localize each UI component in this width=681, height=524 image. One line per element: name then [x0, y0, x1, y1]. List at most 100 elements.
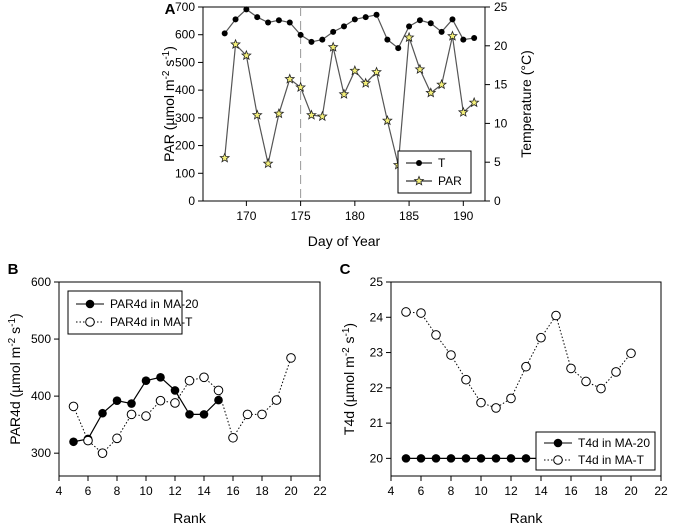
data-point [262, 157, 274, 169]
x-tick-label: 10 [474, 484, 488, 498]
data-point [461, 454, 471, 463]
data-point [566, 363, 576, 374]
series-line-1 [405, 311, 632, 409]
data-point [427, 20, 434, 27]
data-point [360, 77, 372, 88]
data-point [406, 23, 413, 30]
data-point [242, 409, 253, 420]
x-tick-label: 4 [56, 484, 63, 498]
data-point [551, 310, 561, 321]
data-point [141, 376, 151, 386]
data-point [468, 96, 480, 108]
data-point [199, 410, 209, 419]
data-point [184, 375, 195, 386]
data-point [521, 361, 531, 372]
data-point [284, 73, 296, 84]
y2-tick-label: 0 [494, 194, 501, 208]
y-tick-label: 400 [175, 83, 195, 97]
data-point [416, 454, 426, 463]
data-point [240, 49, 252, 61]
data-point [214, 395, 223, 405]
x-tick-label: 20 [624, 484, 638, 498]
data-point [316, 110, 328, 122]
data-point [471, 35, 478, 42]
y-tick-label: 700 [175, 0, 195, 14]
x-tick-label: 20 [284, 484, 298, 498]
y2-tick-label: 10 [494, 116, 508, 130]
legend-box [67, 290, 183, 335]
data-point [447, 30, 458, 41]
data-point [185, 410, 194, 419]
data-point [384, 36, 391, 43]
data-point [476, 454, 486, 463]
data-point [431, 330, 441, 340]
legend-marker [85, 317, 95, 327]
x-tick-label: 185 [399, 209, 419, 223]
data-point [373, 11, 380, 18]
x-tick-label: 18 [255, 484, 269, 498]
y-tick-label: 20 [370, 451, 384, 465]
y-tick-label: 600 [31, 275, 51, 289]
data-point [436, 78, 448, 90]
legend-marker [413, 175, 425, 186]
data-point [126, 409, 137, 420]
x-tick-label: 175 [291, 209, 311, 223]
data-point [275, 17, 282, 24]
x-tick-label: 16 [226, 484, 240, 498]
x-tick-label: 22 [654, 484, 668, 498]
data-point [491, 403, 501, 413]
data-point [395, 45, 402, 52]
panel-letter: B [8, 261, 19, 278]
y2-tick-label: 20 [494, 39, 508, 53]
y-tick-label: 400 [31, 389, 51, 403]
x-tick-label: 190 [453, 209, 473, 223]
series-line-1 [73, 357, 292, 454]
series-line-1 [224, 35, 475, 166]
y-tick-label: 23 [370, 346, 384, 360]
data-point [98, 408, 107, 418]
data-point [112, 396, 122, 405]
data-point [170, 398, 180, 408]
x-tick-label: 170 [236, 209, 256, 223]
x-tick-label: 12 [504, 484, 518, 498]
y2-tick-label: 5 [494, 155, 501, 169]
data-point [306, 109, 317, 120]
series-line-0 [224, 8, 475, 50]
data-point [449, 16, 456, 23]
series-line-0 [73, 376, 219, 443]
legend-label: T4d in MA-T [578, 453, 645, 467]
x-tick-label: 6 [85, 484, 92, 498]
panel-a: 170 175 180 185 190 0 100 200 300 400 500 600 700 0 5 1… [161, 0, 534, 249]
x-tick-label: 14 [534, 484, 548, 498]
x-tick-label: 10 [139, 484, 153, 498]
panel-letter: C [340, 261, 351, 278]
y-tick-label: 200 [175, 139, 195, 153]
data-point [446, 454, 456, 463]
y-tick-label: 100 [175, 166, 195, 180]
data-point [221, 30, 228, 37]
x-tick-label: 180 [345, 209, 365, 223]
data-point [349, 65, 361, 76]
data-point [446, 350, 456, 360]
data-point [155, 395, 166, 406]
x-axis-label: Rank [510, 510, 544, 524]
y-tick-label: 24 [370, 310, 384, 324]
data-point [271, 395, 282, 405]
data-point [127, 399, 136, 408]
data-point [170, 386, 180, 395]
x-tick-label: 8 [448, 484, 455, 498]
data-point [97, 448, 108, 458]
y-tick-label: 21 [370, 416, 384, 430]
y-tick-label: 500 [175, 55, 195, 69]
x-tick-label: 22 [313, 484, 327, 498]
y-axis-label: T4d (µmol m-2 s-1) [341, 323, 357, 435]
data-point [401, 454, 411, 463]
data-point [460, 36, 467, 43]
data-point [251, 109, 263, 120]
data-point [338, 88, 350, 99]
data-point [112, 433, 122, 444]
data-point [254, 14, 261, 21]
data-point [265, 19, 272, 26]
data-point [371, 66, 382, 77]
